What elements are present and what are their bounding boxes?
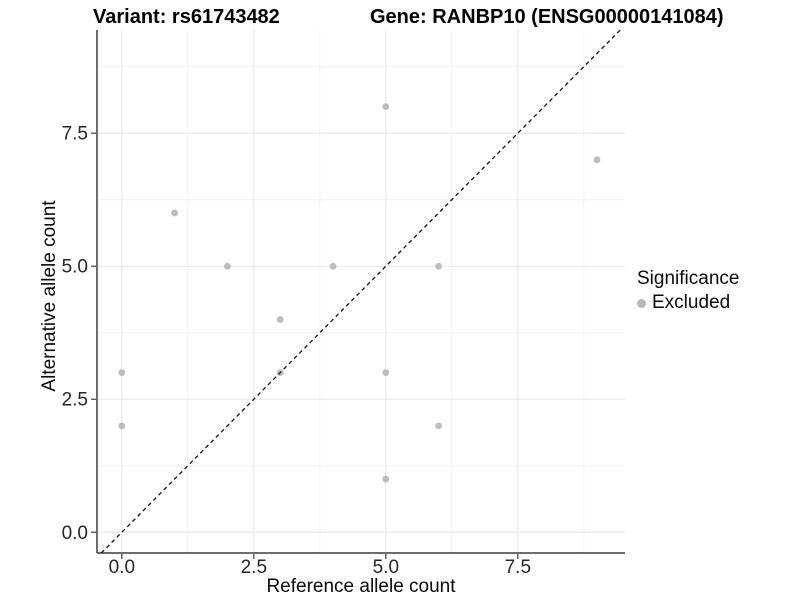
y-tick-label: 5.0 bbox=[62, 257, 88, 278]
data-point bbox=[118, 369, 126, 377]
data-point bbox=[435, 262, 443, 270]
data-point bbox=[118, 422, 126, 430]
x-axis-title: Reference allele count bbox=[266, 576, 456, 597]
legend-item-label: Excluded bbox=[652, 292, 731, 313]
plot-title-variant: Variant: rs61743482 bbox=[93, 6, 280, 28]
data-point bbox=[593, 156, 601, 164]
data-point bbox=[435, 422, 443, 430]
x-tick-label: 2.5 bbox=[241, 557, 267, 578]
legend-title: Significance bbox=[637, 268, 740, 289]
y-tick-label: 0.0 bbox=[62, 523, 88, 544]
data-point bbox=[224, 262, 231, 270]
data-point bbox=[171, 209, 179, 217]
data-point bbox=[382, 369, 390, 377]
x-tick-label: 7.5 bbox=[505, 557, 531, 578]
data-point bbox=[276, 316, 284, 323]
data-point bbox=[382, 103, 390, 111]
x-tick-label: 5.0 bbox=[373, 557, 399, 578]
legend: Significance Excluded bbox=[637, 268, 739, 314]
y-tick-label: 2.5 bbox=[62, 390, 88, 411]
legend-point-icon bbox=[637, 298, 646, 308]
y-axis-title: Alternative allele count bbox=[39, 200, 60, 392]
y-tick-label: 7.5 bbox=[62, 124, 88, 145]
data-point bbox=[329, 262, 337, 270]
identity-dashed-line bbox=[100, 29, 621, 554]
legend-item-excluded: Excluded bbox=[637, 292, 739, 314]
plot-title-gene: Gene: RANBP10 (ENSG00000141084) bbox=[370, 6, 724, 28]
data-point bbox=[382, 475, 390, 483]
x-tick-label: 0.0 bbox=[109, 557, 135, 578]
